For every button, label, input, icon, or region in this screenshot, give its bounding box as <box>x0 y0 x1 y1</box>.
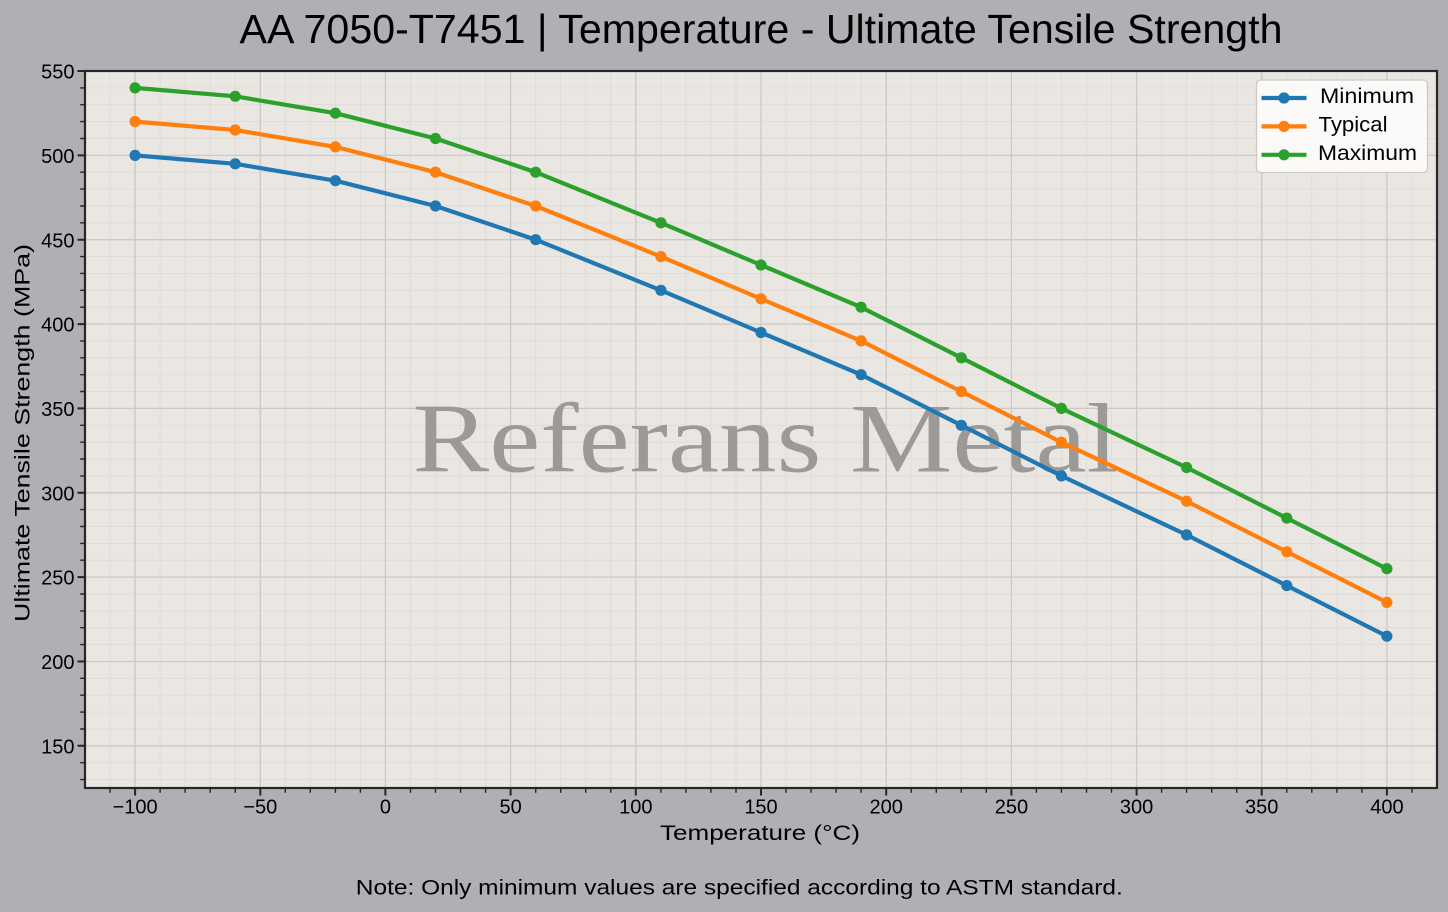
svg-text:400: 400 <box>1370 797 1403 819</box>
svg-text:200: 200 <box>870 797 903 819</box>
svg-text:400: 400 <box>41 315 74 337</box>
svg-text:250: 250 <box>41 568 74 590</box>
svg-text:Referans Metal: Referans Metal <box>413 385 1119 494</box>
svg-text:Maximum: Maximum <box>1318 142 1417 165</box>
svg-text:Minimum: Minimum <box>1320 85 1414 108</box>
svg-text:150: 150 <box>41 736 74 758</box>
svg-text:150: 150 <box>744 797 777 819</box>
svg-text:50: 50 <box>499 797 521 819</box>
svg-text:350: 350 <box>1245 797 1278 819</box>
svg-text:Note: Only minimum values are: Note: Only minimum values are specified … <box>356 876 1123 899</box>
svg-text:−50: −50 <box>243 797 277 819</box>
svg-text:300: 300 <box>41 483 74 505</box>
svg-text:550: 550 <box>41 62 74 84</box>
svg-text:200: 200 <box>41 652 74 674</box>
svg-text:−100: −100 <box>113 797 158 819</box>
svg-text:350: 350 <box>41 399 74 421</box>
svg-text:Temperature (°C): Temperature (°C) <box>660 822 860 845</box>
svg-text:450: 450 <box>41 230 74 252</box>
svg-text:300: 300 <box>1120 797 1153 819</box>
svg-text:100: 100 <box>619 797 652 819</box>
svg-text:0: 0 <box>380 797 391 819</box>
svg-text:Ultimate Tensile Strength (MPa: Ultimate Tensile Strength (MPa) <box>12 244 35 622</box>
svg-text:500: 500 <box>41 146 74 168</box>
svg-text:250: 250 <box>995 797 1028 819</box>
svg-text:AA 7050-T7451 | Temperature -: AA 7050-T7451 | Temperature - Ultimate T… <box>240 6 1283 52</box>
svg-text:Typical: Typical <box>1319 114 1388 137</box>
